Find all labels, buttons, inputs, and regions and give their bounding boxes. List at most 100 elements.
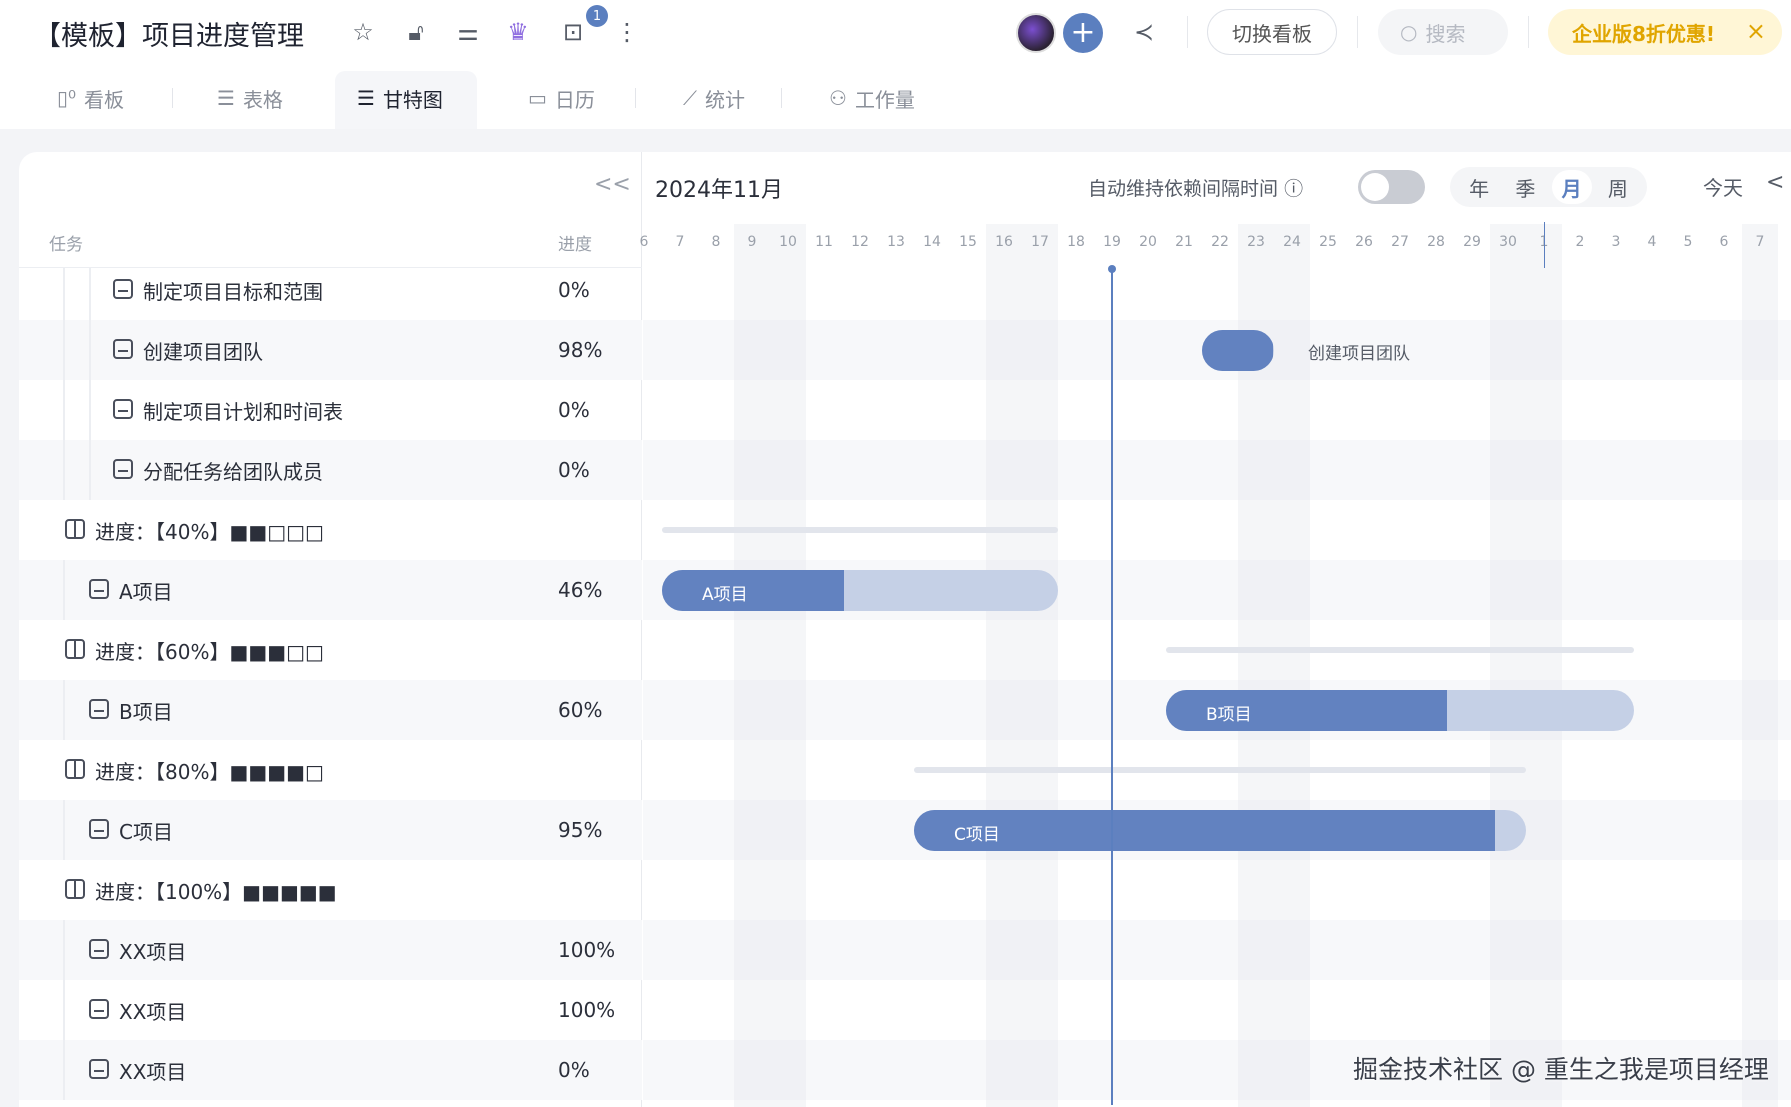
summary-bar[interactable] xyxy=(662,527,1058,533)
tree-guide xyxy=(63,980,65,1040)
task-row-group[interactable]: 进度：【100%】■■■■■ xyxy=(19,860,642,920)
task-list[interactable]: 制定项目目标和范围 0% 创建项目团队 98% 制定项目计划和时间表 0% 分配任务给团队成… xyxy=(19,268,642,1107)
day-tick: 29 xyxy=(1463,234,1481,250)
weekend-column xyxy=(1526,224,1562,1107)
tab-2[interactable]: ☰ 甘特图 xyxy=(357,78,443,118)
tree-guide xyxy=(89,268,91,320)
tree-guide xyxy=(63,320,65,380)
day-tick: 6 xyxy=(1719,234,1729,250)
promo-text: 企业版8折优惠! xyxy=(1572,21,1716,46)
help-icon[interactable]: ⓘ xyxy=(1284,178,1304,200)
task-row-subtask[interactable]: 制定项目目标和范围 0% xyxy=(19,268,642,320)
task-bar-progress xyxy=(662,570,845,611)
scale-3[interactable]: 周 xyxy=(1607,176,1628,201)
more-icon[interactable]: ⋮ xyxy=(615,18,639,46)
task-row-subtask[interactable]: 制定项目计划和时间表 0% xyxy=(19,380,642,440)
day-tick: 24 xyxy=(1283,234,1301,250)
tab-3[interactable]: ▭ 日历 xyxy=(528,78,595,118)
tree-guide xyxy=(89,380,91,440)
scale-0[interactable]: 年 xyxy=(1469,176,1490,201)
task-row-task[interactable]: B项目 60% xyxy=(19,680,642,740)
task-name: 分配任务给团队成员 xyxy=(143,459,323,484)
chevron-left-icon[interactable]: < xyxy=(1766,170,1785,195)
promo-banner[interactable]: 企业版8折优惠! × xyxy=(1548,9,1782,55)
tree-guide xyxy=(63,800,65,860)
task-row-subtask[interactable]: 创建项目团队 98% xyxy=(19,320,642,380)
tab-label: 甘特图 xyxy=(382,87,443,112)
day-tick: 30 xyxy=(1499,234,1517,250)
group-expand-icon[interactable] xyxy=(65,519,85,539)
switch-board-button[interactable]: 切换看板 xyxy=(1207,9,1337,55)
board-icon: ▯⁰ xyxy=(57,86,77,110)
cat-icon[interactable]: ♛ xyxy=(507,18,529,46)
divider xyxy=(781,88,782,108)
group-expand-icon[interactable] xyxy=(65,759,85,779)
task-name: B项目 xyxy=(119,699,173,724)
tab-0[interactable]: ▯⁰ 看板 xyxy=(57,78,124,118)
task-row-group[interactable]: 进度：【80%】■■■■□ xyxy=(19,740,642,800)
search-input[interactable]: ○ 搜索 xyxy=(1378,9,1508,55)
star-icon[interactable]: ☆ xyxy=(352,18,374,46)
task-row-task[interactable]: A项目 46% xyxy=(19,560,642,620)
tab-4[interactable]: ⟋ 统计 xyxy=(683,78,745,118)
task-progress: 0% xyxy=(558,458,590,482)
task-bar-outside-label: 创建项目团队 xyxy=(1308,344,1410,364)
auto-dependency-toggle[interactable] xyxy=(1358,170,1425,204)
close-icon[interactable]: × xyxy=(1745,17,1766,45)
task-name: 制定项目目标和范围 xyxy=(143,279,323,304)
lock-icon[interactable]: 🔓︎ xyxy=(408,18,424,46)
task-bar[interactable] xyxy=(1202,330,1274,371)
weekend-column xyxy=(1238,224,1274,1107)
scale-2[interactable]: 月 xyxy=(1551,170,1592,204)
task-row-task[interactable]: XX项目 100% xyxy=(19,920,642,980)
month-divider xyxy=(1544,222,1545,268)
task-progress: 100% xyxy=(558,998,616,1022)
notification-badge: 1 xyxy=(586,5,608,27)
tree-guide xyxy=(89,320,91,380)
avatar[interactable] xyxy=(1016,13,1056,53)
search-icon: ○ xyxy=(1400,20,1418,44)
robot-icon[interactable]: ⊡ xyxy=(562,18,584,46)
column-header-progress: 进度 xyxy=(558,235,592,255)
today-button[interactable]: 今天 xyxy=(1703,176,1743,200)
day-tick: 16 xyxy=(995,234,1013,250)
gantt-card: << 任务 进度 制定项目目标和范围 0% 创建项目团队 98% 制定项目计划和时间表 0… xyxy=(19,152,1791,1107)
summary-bar[interactable] xyxy=(914,767,1526,773)
task-progress: 95% xyxy=(558,818,603,842)
tab-1[interactable]: ☰ 表格 xyxy=(217,78,283,118)
task-row-group[interactable]: 进度：【60%】■■■□□ xyxy=(19,620,642,680)
collapse-panel-button[interactable]: << xyxy=(594,172,631,197)
gantt-row-bg xyxy=(643,920,1791,980)
scale-1[interactable]: 季 xyxy=(1515,176,1536,201)
day-tick: 2 xyxy=(1575,234,1585,250)
summary-bar[interactable] xyxy=(1166,647,1634,653)
task-name: XX项目 xyxy=(119,1059,187,1084)
task-row-task[interactable]: XX项目 0% xyxy=(19,1040,642,1100)
task-record-icon xyxy=(113,339,133,359)
settings-sliders-icon[interactable]: ⚌ xyxy=(457,18,479,46)
tree-guide xyxy=(63,680,65,740)
task-row-task[interactable]: C项目 95% xyxy=(19,800,642,860)
tab-label: 工作量 xyxy=(854,87,915,112)
add-member-button[interactable]: + xyxy=(1063,13,1103,53)
tree-guide xyxy=(63,440,65,500)
task-row-task[interactable]: XX项目 100% xyxy=(19,980,642,1040)
today-marker xyxy=(1108,265,1116,273)
task-bar[interactable]: C项目 xyxy=(914,810,1526,851)
task-row-subtask[interactable]: 分配任务给团队成员 0% xyxy=(19,440,642,500)
group-expand-icon[interactable] xyxy=(65,879,85,899)
share-icon[interactable]: ≺ xyxy=(1133,18,1155,46)
task-bar[interactable]: B项目 xyxy=(1166,690,1634,731)
weekend-column xyxy=(734,224,770,1107)
tab-5[interactable]: ⚇ 工作量 xyxy=(829,78,915,118)
tab-label: 日历 xyxy=(554,87,595,112)
gantt-chart: 2024年11月 自动维持依赖间隔时间 ⓘ 年季月周 今天 < 6 7 8 9 10 11… xyxy=(640,152,1791,1107)
day-tick: 19 xyxy=(1103,234,1121,250)
workload-icon: ⚇ xyxy=(829,86,847,110)
group-expand-icon[interactable] xyxy=(65,639,85,659)
task-bar[interactable]: A项目 xyxy=(662,570,1058,611)
task-panel: << 任务 进度 制定项目目标和范围 0% 创建项目团队 98% 制定项目计划和时间表 0… xyxy=(19,152,642,1107)
day-tick: 1 xyxy=(1526,234,1562,250)
weekend-column xyxy=(1742,224,1778,1107)
task-row-group[interactable]: 进度：【40%】■■□□□ xyxy=(19,500,642,560)
